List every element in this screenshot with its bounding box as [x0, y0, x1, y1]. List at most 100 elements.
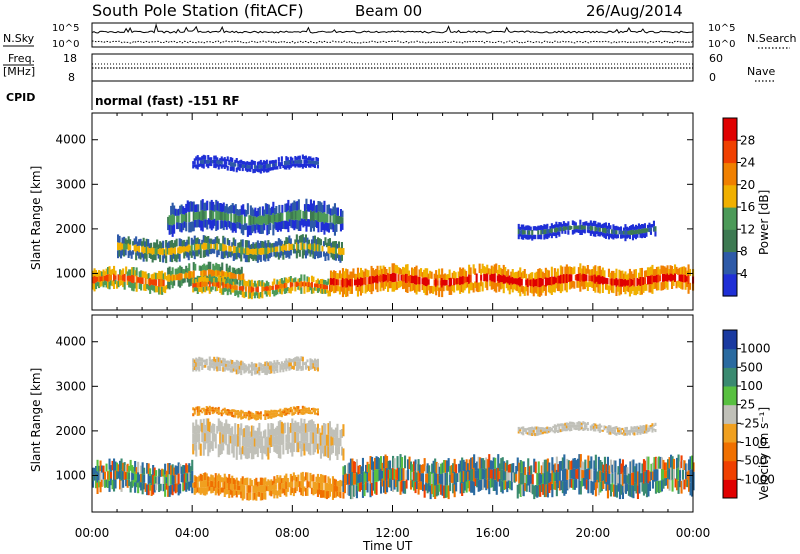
echo-cell — [546, 458, 549, 472]
echo-cell — [235, 477, 238, 485]
colorbar-tick-label: 12 — [740, 222, 755, 236]
echo-cell — [162, 273, 165, 280]
echo-cell — [536, 485, 539, 498]
echo-cell — [382, 282, 385, 291]
echo-cell — [660, 457, 663, 469]
echo-cell — [285, 237, 288, 244]
echo-cell — [568, 428, 571, 432]
echo-cell — [303, 362, 306, 366]
echo-cell — [513, 272, 516, 279]
echo-cell — [364, 285, 367, 294]
echo-cell — [299, 209, 302, 221]
echo-cell — [348, 473, 351, 485]
echo-cell — [274, 436, 277, 445]
echo-cell — [219, 282, 222, 288]
echo-cell — [92, 467, 95, 475]
echo-cell — [114, 279, 117, 285]
echo-cell — [244, 416, 247, 419]
echo-cell — [253, 485, 256, 493]
echo-cell — [232, 281, 235, 286]
echo-cell — [382, 265, 385, 274]
echo-cell — [205, 286, 208, 291]
echo-cell — [683, 266, 686, 275]
echo-cell — [303, 411, 306, 415]
echo-cell — [619, 432, 622, 435]
echo-cell — [553, 232, 556, 237]
echo-cell — [544, 277, 547, 287]
echo-cell — [190, 251, 193, 258]
echo-cell — [222, 220, 225, 231]
echo-cell — [553, 424, 556, 428]
echo-cell — [665, 470, 668, 478]
echo-cell — [355, 485, 358, 499]
echo-cell — [339, 438, 342, 447]
echo-cell — [438, 287, 441, 297]
echo-cell — [306, 237, 309, 244]
echo-cell — [369, 483, 372, 498]
echo-cell — [168, 474, 171, 486]
echo-cell — [240, 214, 243, 225]
echo-cell — [586, 282, 589, 291]
echo-cell — [237, 480, 240, 486]
echo-cell — [442, 274, 445, 280]
echo-cell — [595, 426, 598, 429]
echo-cell — [283, 475, 286, 483]
echo-cell — [233, 273, 236, 279]
echo-cell — [600, 471, 603, 482]
echo-cell — [110, 471, 113, 479]
echo-cell — [297, 220, 300, 231]
echo-cell — [238, 411, 241, 414]
echo-cell — [630, 426, 633, 430]
echo-cell — [225, 287, 228, 292]
echo-cell — [441, 473, 444, 485]
echo-cell — [542, 473, 545, 484]
echo-cell — [246, 240, 249, 248]
echo-cell — [342, 483, 345, 492]
echo-cell — [171, 474, 174, 485]
colorbar-swatch — [723, 404, 737, 424]
echo-cell — [356, 277, 359, 287]
echo-cell — [188, 212, 191, 223]
echo-cell — [198, 239, 201, 245]
echo-cell — [210, 248, 213, 255]
echo-cell — [319, 474, 322, 482]
echo-cell — [271, 166, 274, 171]
echo-cell — [583, 221, 586, 226]
echo-cell — [332, 270, 335, 278]
echo-cell — [257, 216, 260, 225]
echo-cell — [633, 278, 636, 287]
echo-cell — [523, 286, 526, 296]
echo-cell — [202, 159, 205, 164]
echo-cell — [583, 424, 586, 428]
echo-cell — [267, 416, 270, 419]
echo-cell — [665, 274, 668, 281]
echo-cell — [226, 477, 229, 484]
echo-cell — [174, 268, 177, 275]
echo-cell — [220, 477, 223, 483]
echo-cell — [331, 241, 334, 248]
echo-cell — [402, 480, 405, 494]
echo-cell — [229, 157, 232, 162]
echo-cell — [217, 159, 220, 165]
echo-cell — [313, 410, 316, 413]
echo-cell — [256, 486, 259, 492]
echo-cell — [174, 208, 177, 216]
echo-cell — [156, 475, 159, 485]
colorbar-swatch — [723, 386, 737, 406]
x-tick-label: 00:00 — [75, 526, 110, 540]
echo-cell — [692, 481, 695, 491]
echo-cell — [207, 277, 210, 282]
echo-cell — [300, 411, 303, 415]
echo-cell — [192, 211, 195, 222]
echo-cell — [315, 220, 318, 228]
echo-cell — [633, 286, 636, 296]
echo-cell — [139, 238, 142, 246]
echo-cell — [372, 471, 375, 481]
echo-cell — [518, 483, 521, 494]
echo-cell — [206, 200, 209, 211]
echo-cell — [367, 277, 370, 284]
echo-cell — [597, 429, 600, 432]
echo-cell — [179, 280, 182, 288]
echo-cell — [216, 481, 219, 488]
echo-cell — [535, 286, 538, 294]
